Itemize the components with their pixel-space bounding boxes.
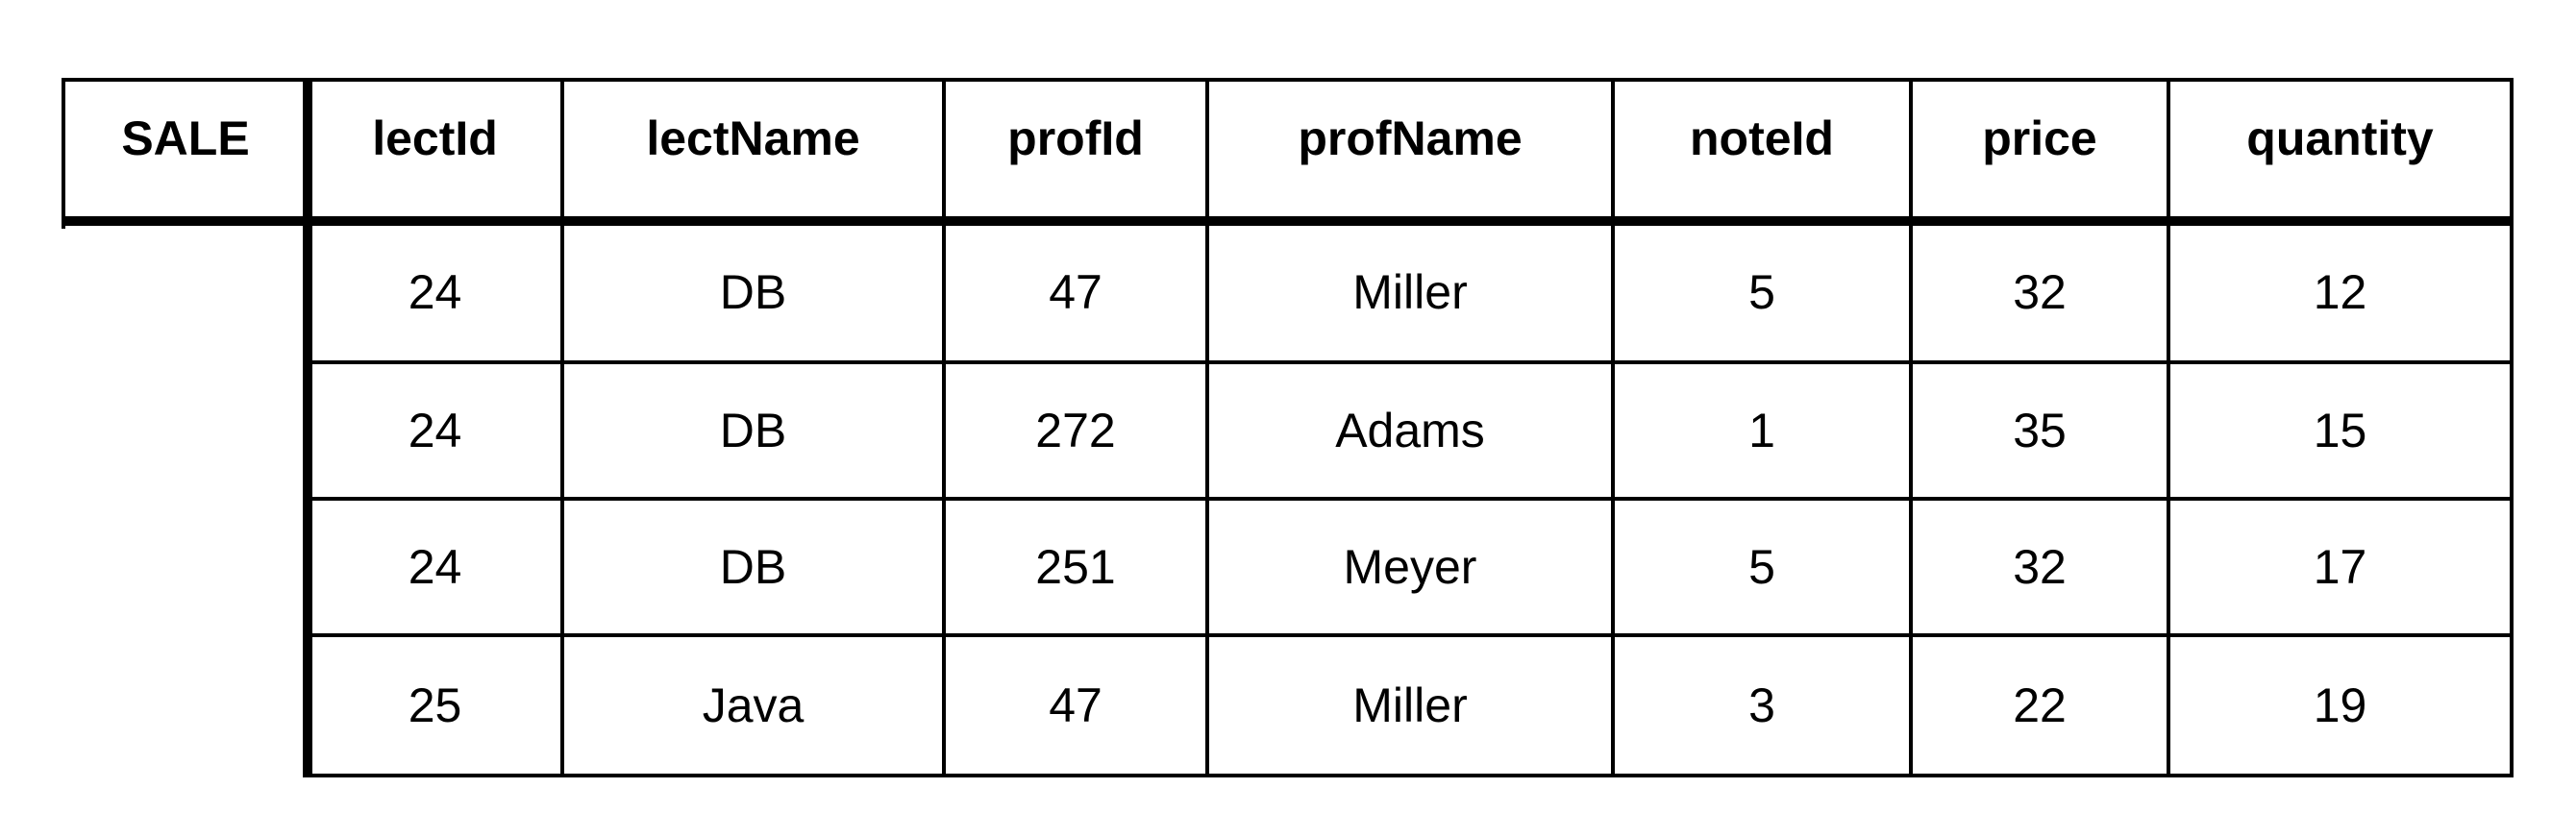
table-cell: 3 — [1748, 678, 1775, 732]
table-cell: 15 — [2313, 404, 2367, 457]
table-cell: 24 — [408, 264, 462, 319]
table-cell: 25 — [408, 678, 462, 732]
table-cell: Miller — [1352, 264, 1468, 319]
table-cell: 24 — [408, 404, 462, 457]
column-header-noteid: noteId — [1690, 111, 1834, 165]
table-cell: DB — [719, 264, 787, 319]
table-cell: DB — [719, 404, 787, 457]
table-cell: 251 — [1035, 540, 1116, 594]
column-divider — [560, 78, 564, 777]
column-divider — [2510, 78, 2514, 777]
header-top-border — [63, 78, 2514, 82]
row-divider — [306, 633, 2514, 637]
table-cell: 35 — [2013, 404, 2067, 457]
table-cell: 12 — [2313, 264, 2367, 319]
table-cell: DB — [719, 540, 787, 594]
table-cell: Adams — [1335, 404, 1485, 457]
column-header-lectid: lectId — [372, 111, 498, 165]
table-cell: 47 — [1049, 264, 1102, 319]
table-cell: 1 — [1748, 404, 1775, 457]
column-header-profid: profId — [1007, 111, 1144, 165]
table-cell: 22 — [2013, 678, 2067, 732]
column-divider — [1909, 78, 1913, 777]
column-divider — [2167, 78, 2170, 777]
table-cell: 272 — [1035, 404, 1116, 457]
table-cell: 19 — [2313, 678, 2367, 732]
column-header-profname: profName — [1298, 111, 1523, 165]
header-bottom-border — [62, 216, 2514, 226]
table-name: SALE — [121, 111, 250, 165]
table-cell: 24 — [408, 540, 462, 594]
column-header-lectname: lectName — [646, 111, 860, 165]
name-cell-left-border — [62, 78, 65, 229]
column-header-price: price — [1982, 111, 2097, 165]
table-cell: Miller — [1352, 678, 1468, 732]
row-divider — [306, 497, 2514, 501]
table-cell: 32 — [2013, 540, 2067, 594]
table-cell: 17 — [2313, 540, 2367, 594]
column-divider — [1205, 78, 1209, 777]
row-divider — [306, 774, 2514, 777]
table-cell: 47 — [1049, 678, 1102, 732]
column-header-quantity: quantity — [2246, 111, 2434, 165]
key-separator-line — [303, 78, 312, 777]
column-divider — [942, 78, 946, 777]
table-cell: Meyer — [1343, 540, 1477, 594]
column-divider — [1611, 78, 1615, 777]
table-cell: 5 — [1748, 540, 1775, 594]
table-cell: Java — [702, 678, 805, 732]
table-cell: 5 — [1748, 264, 1775, 319]
row-divider — [306, 360, 2514, 364]
table-cell: 32 — [2013, 264, 2067, 319]
